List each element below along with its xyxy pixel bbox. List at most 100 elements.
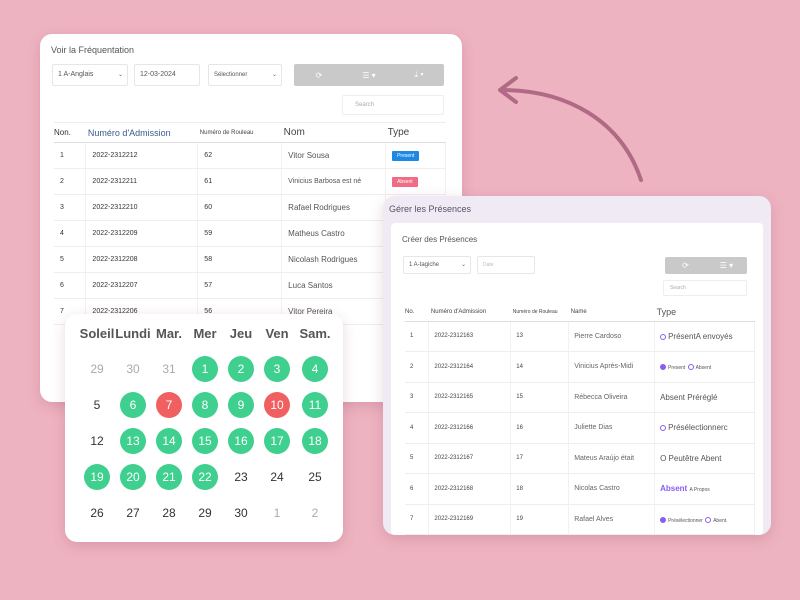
calendar-day[interactable]: 2 xyxy=(311,506,319,520)
column-header[interactable]: Nom xyxy=(281,122,386,143)
cell-roll: 60 xyxy=(197,194,283,221)
search-input[interactable]: Search xyxy=(342,95,444,115)
calendar-day-present[interactable]: 1 xyxy=(192,356,218,382)
column-header[interactable]: Numéro d'Admission xyxy=(85,122,198,143)
radio-label: Present xyxy=(668,365,686,372)
cell-no: 5 xyxy=(405,443,430,474)
calendar-day-present[interactable]: 9 xyxy=(228,392,254,418)
chevron-down-icon: ⌄ xyxy=(460,262,466,268)
cell-no: 2 xyxy=(54,168,87,195)
status-select[interactable]: Sélectionner ⌄ xyxy=(208,64,282,86)
calendar-day-present[interactable]: 18 xyxy=(302,428,328,454)
cell-name: Rafael Rodrigues xyxy=(281,194,387,221)
download-icon[interactable]: ⤓ ▾ xyxy=(414,70,424,79)
calendar-day-present[interactable]: 2 xyxy=(228,356,254,382)
calendar-day-present[interactable]: 3 xyxy=(264,356,290,382)
type-label: O Peutêtre Abent xyxy=(660,453,722,463)
cell-no: 4 xyxy=(54,220,87,247)
radio-button[interactable] xyxy=(660,425,667,432)
column-header[interactable]: Non. xyxy=(54,122,86,143)
calendar-day-present[interactable]: 14 xyxy=(156,428,182,454)
radio-button[interactable] xyxy=(660,364,667,371)
calendar-day-present[interactable]: 16 xyxy=(228,428,254,454)
cell-admission: 2022-2312169 xyxy=(428,504,512,535)
calendar-day-present[interactable]: 6 xyxy=(120,392,146,418)
column-header[interactable]: No. xyxy=(405,303,429,322)
calendar-day[interactable]: 31 xyxy=(162,362,176,376)
calendar-day[interactable]: 26 xyxy=(90,506,104,520)
cell-name: Rébecca Oliveira xyxy=(568,382,656,413)
calendar-day[interactable]: 23 xyxy=(234,470,248,484)
column-header[interactable]: Numéro d'Admission xyxy=(428,303,511,322)
calendar-day-present[interactable]: 21 xyxy=(156,464,182,490)
radio-button[interactable] xyxy=(660,516,667,523)
calendar-day[interactable]: 28 xyxy=(162,506,176,520)
calendar-day[interactable]: 29 xyxy=(90,362,104,376)
refresh-icon[interactable]: ⟳ xyxy=(682,261,689,270)
calendar-day[interactable]: 25 xyxy=(308,470,322,484)
class-select[interactable]: 1 A-tagiche ⌄ xyxy=(403,256,471,274)
cell-type: Absent xyxy=(385,168,446,195)
cell-type: Present Absent xyxy=(654,351,755,383)
type-label: Absent Préréglé xyxy=(660,392,718,402)
refresh-icon[interactable]: ⟳ xyxy=(315,70,323,80)
date-input[interactable]: Date xyxy=(477,256,535,274)
weekday-label: Ven xyxy=(265,326,289,341)
cell-no: 3 xyxy=(54,194,87,221)
radio-button[interactable] xyxy=(687,364,694,371)
cell-name: Nicolash Rodrigues xyxy=(281,246,387,273)
calendar-day-present[interactable]: 19 xyxy=(84,464,110,490)
calendar-day-present[interactable]: 11 xyxy=(302,392,328,418)
cell-type: O Peutêtre Abent xyxy=(654,443,755,474)
cell-type: Absent Préréglé xyxy=(654,382,755,413)
attendance-calendar: Soleil Lundi Mar. Mer Jeu Ven Sam. 29 30 31 1 2 3 4 5 6… xyxy=(65,314,343,542)
radio-label: A Propos xyxy=(689,487,710,494)
radio-button[interactable] xyxy=(705,516,712,523)
calendar-day-absent[interactable]: 10 xyxy=(264,392,290,418)
search-input[interactable]: Search xyxy=(663,280,747,296)
calendar-day-present[interactable]: 15 xyxy=(192,428,218,454)
cell-name: Rafael Alves xyxy=(568,504,656,535)
cell-roll: 59 xyxy=(197,220,283,247)
column-header[interactable]: Numéro de Rouleau xyxy=(197,122,282,143)
calendar-day-present[interactable]: 4 xyxy=(302,356,328,382)
weekday-label: Lundi xyxy=(115,326,151,341)
cell-no: 7 xyxy=(405,504,430,535)
calendar-day[interactable]: 5 xyxy=(93,398,101,412)
radio-label: Absent xyxy=(695,365,712,372)
weekday-label: Mer xyxy=(193,326,217,341)
column-header[interactable]: Type xyxy=(385,122,446,143)
calendar-day[interactable]: 30 xyxy=(126,362,140,376)
class-select[interactable]: 1 A-Anglais ⌄ xyxy=(52,64,128,86)
cell-roll: 61 xyxy=(197,168,283,195)
column-header[interactable]: Name xyxy=(568,303,655,322)
column-header[interactable]: Type xyxy=(654,303,755,322)
cell-admission: 2022-2312211 xyxy=(85,168,199,195)
table-row: 7 2022-2312169 19 Rafael Alves Présélectionn… xyxy=(405,504,755,535)
calendar-day-present[interactable]: 17 xyxy=(264,428,290,454)
list-icon[interactable]: ☰ ▾ xyxy=(362,70,376,80)
radio-button[interactable] xyxy=(660,333,667,340)
cell-admission: 2022-2312166 xyxy=(428,412,512,444)
calendar-day-present[interactable]: 13 xyxy=(120,428,146,454)
calendar-day-present[interactable]: 20 xyxy=(120,464,146,490)
type-label: PrésentA envoyés xyxy=(668,331,733,341)
calendar-day[interactable]: 1 xyxy=(273,506,281,520)
column-header[interactable]: Numéro de Rouleau xyxy=(510,303,569,322)
radio-label: Abent. xyxy=(713,517,728,524)
calendar-day[interactable]: 12 xyxy=(90,434,104,448)
cell-admission: 2022-2312168 xyxy=(428,473,512,505)
status-badge: Absent xyxy=(392,176,418,187)
calendar-day[interactable]: 27 xyxy=(126,506,140,520)
cell-no: 1 xyxy=(405,321,430,352)
table-row: 5 2022-2312167 17 Mateus Araújo était O Peut… xyxy=(405,443,755,474)
calendar-day[interactable]: 30 xyxy=(234,506,248,520)
calendar-day-present[interactable]: 8 xyxy=(192,392,218,418)
date-field[interactable]: 12-03-2024 xyxy=(134,64,200,86)
calendar-day-present[interactable]: 22 xyxy=(192,464,218,490)
calendar-day[interactable]: 29 xyxy=(198,506,212,520)
calendar-day[interactable]: 24 xyxy=(270,470,284,484)
cell-type: Absent A Propos xyxy=(654,473,755,505)
calendar-day-absent[interactable]: 7 xyxy=(156,392,182,418)
list-icon[interactable]: ☰ ▾ xyxy=(719,261,734,270)
